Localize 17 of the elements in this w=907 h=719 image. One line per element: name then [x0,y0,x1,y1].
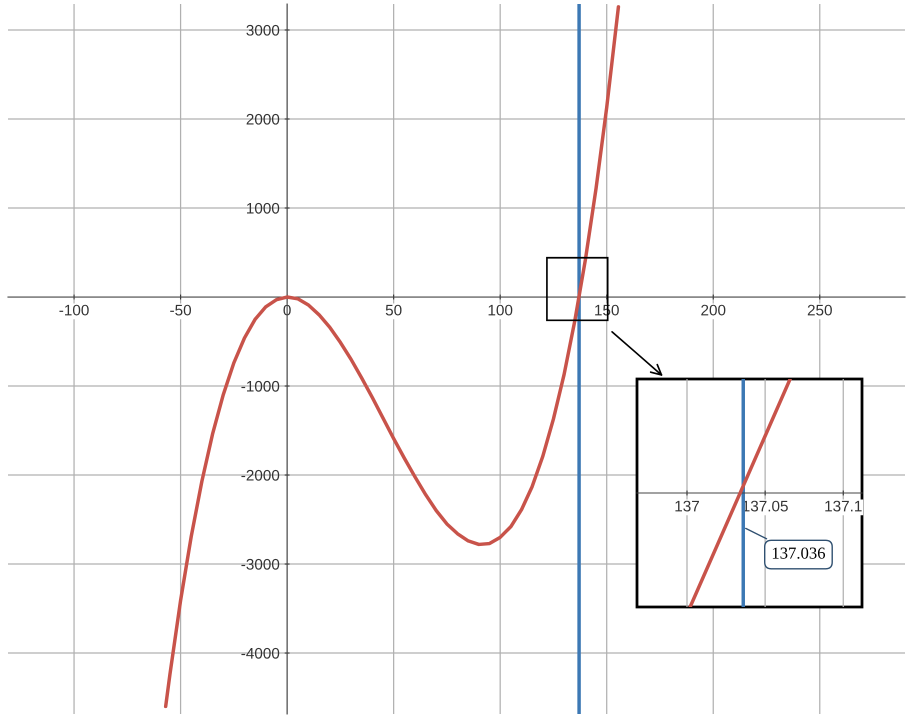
y-tick-label: -4000 [241,648,280,659]
y-tick-label: 1000 [247,202,280,214]
ref-line-label: 137.036 [772,547,826,559]
x-tick-label: 250 [808,304,832,316]
y-tick-label: 3000 [246,24,280,36]
x-tick-label: -100 [59,304,89,316]
x-tick-label: 100 [488,304,512,316]
x-tick-label: -50 [170,304,192,316]
y-tick-label: -2000 [241,470,280,481]
x-tick-label: 137.1 [825,500,862,512]
line-series [164,5,620,708]
x-tick-label: 137 [675,500,699,512]
y-tick-label: 2000 [246,114,280,125]
x-tick-label: 50 [386,304,402,316]
x-tick-label: 200 [701,304,726,316]
y-tick-label: -3000 [241,558,280,570]
y-tick-label: -1000 [241,380,280,392]
